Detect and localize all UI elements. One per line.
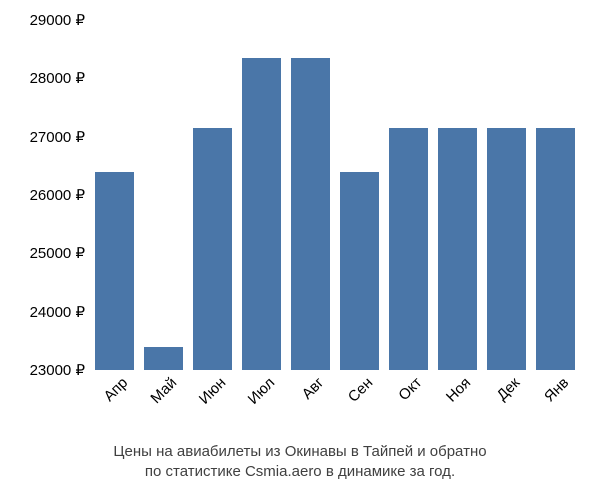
bar-slot: Июл	[237, 20, 286, 370]
plot-region: АпрМайИюнИюлАвгСенОктНояДекЯнв 23000 ₽24…	[90, 20, 580, 370]
bar-slot: Окт	[384, 20, 433, 370]
caption-line-1: Цены на авиабилеты из Окинавы в Тайпей и…	[113, 443, 486, 460]
y-tick-label: 26000 ₽	[0, 186, 85, 204]
x-tick-label: Май	[143, 370, 180, 407]
bar-slot: Янв	[531, 20, 580, 370]
x-tick-label: Ноя	[438, 370, 474, 406]
bar	[193, 128, 232, 370]
bar	[291, 58, 330, 370]
caption-line-2: по статистике Csmia.aero в динамике за г…	[145, 463, 455, 480]
x-tick-label: Апр	[96, 370, 131, 405]
bar	[487, 128, 526, 370]
bar-slot: Авг	[286, 20, 335, 370]
x-tick-label: Авг	[294, 370, 327, 403]
chart-caption: Цены на авиабилеты из Окинавы в Тайпей и…	[0, 442, 600, 483]
bar	[242, 58, 281, 370]
x-tick-label: Окт	[391, 370, 425, 404]
y-tick-label: 23000 ₽	[0, 361, 85, 379]
bar	[389, 128, 428, 370]
x-tick-label: Июл	[240, 370, 278, 408]
bar	[340, 172, 379, 370]
bars-group: АпрМайИюнИюлАвгСенОктНояДекЯнв	[90, 20, 580, 370]
bar-slot: Сен	[335, 20, 384, 370]
y-tick-label: 28000 ₽	[0, 69, 85, 87]
bar	[144, 347, 183, 370]
bar	[438, 128, 477, 370]
bar-slot: Май	[139, 20, 188, 370]
x-tick-label: Янв	[536, 370, 571, 405]
y-tick-label: 25000 ₽	[0, 244, 85, 262]
bar-slot: Ноя	[433, 20, 482, 370]
x-tick-label: Июн	[191, 370, 229, 408]
y-tick-label: 27000 ₽	[0, 128, 85, 146]
y-tick-label: 29000 ₽	[0, 11, 85, 29]
bar	[95, 172, 134, 370]
bar-slot: Дек	[482, 20, 531, 370]
bar-slot: Июн	[188, 20, 237, 370]
x-tick-label: Дек	[489, 370, 523, 404]
chart-area: АпрМайИюнИюлАвгСенОктНояДекЯнв 23000 ₽24…	[90, 20, 580, 370]
chart-container: АпрМайИюнИюлАвгСенОктНояДекЯнв 23000 ₽24…	[0, 0, 600, 500]
y-tick-label: 24000 ₽	[0, 303, 85, 321]
bar	[536, 128, 575, 370]
x-tick-label: Сен	[340, 370, 376, 406]
bar-slot: Апр	[90, 20, 139, 370]
